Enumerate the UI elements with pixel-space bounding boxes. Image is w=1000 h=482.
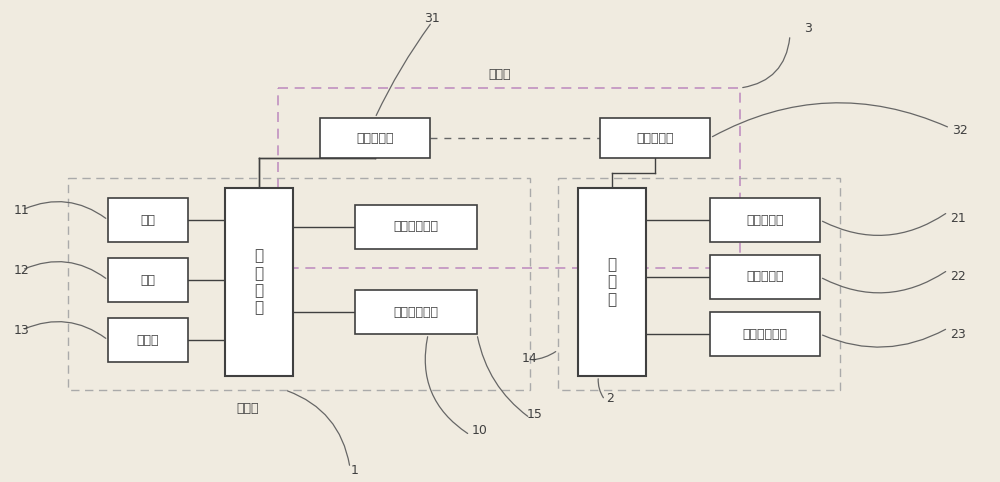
FancyBboxPatch shape: [578, 188, 646, 376]
FancyBboxPatch shape: [710, 255, 820, 299]
FancyBboxPatch shape: [225, 188, 293, 376]
Text: 21: 21: [950, 212, 966, 225]
Text: 雷达: 雷达: [140, 273, 156, 286]
FancyBboxPatch shape: [108, 318, 188, 362]
Bar: [278, 88, 740, 268]
Text: 灯光报警器: 灯光报警器: [746, 270, 784, 283]
Text: 通讯器: 通讯器: [489, 68, 511, 81]
FancyBboxPatch shape: [320, 118, 430, 158]
Text: 控
制
器: 控 制 器: [607, 257, 617, 307]
FancyBboxPatch shape: [600, 118, 710, 158]
Text: 13: 13: [14, 323, 30, 336]
Text: 10: 10: [472, 424, 488, 437]
Text: 微
处
理
器: 微 处 理 器: [254, 248, 264, 316]
Text: 视觉报警模块: 视觉报警模块: [394, 220, 438, 233]
Text: 1: 1: [351, 464, 359, 477]
Text: 12: 12: [14, 264, 30, 277]
Text: 3: 3: [804, 22, 812, 35]
Text: 无线接收器: 无线接收器: [636, 132, 674, 145]
FancyBboxPatch shape: [108, 258, 188, 302]
Text: 32: 32: [952, 123, 968, 136]
Text: 22: 22: [950, 270, 966, 283]
Text: 报警器: 报警器: [237, 402, 259, 415]
Bar: [68, 178, 530, 390]
Text: 31: 31: [424, 12, 440, 25]
Text: 11: 11: [14, 203, 30, 216]
Text: 声音报警器: 声音报警器: [746, 214, 784, 227]
Text: 无线发射器: 无线发射器: [356, 132, 394, 145]
Text: 15: 15: [527, 409, 543, 421]
Text: 电源: 电源: [140, 214, 156, 227]
FancyBboxPatch shape: [108, 198, 188, 242]
Bar: [558, 178, 840, 390]
FancyBboxPatch shape: [710, 198, 820, 242]
Text: 陀螺仪: 陀螺仪: [137, 334, 159, 347]
Text: 23: 23: [950, 327, 966, 340]
FancyBboxPatch shape: [710, 312, 820, 356]
Text: 14: 14: [522, 351, 538, 364]
FancyBboxPatch shape: [355, 205, 477, 249]
FancyBboxPatch shape: [355, 290, 477, 334]
Text: 听觉报警模块: 听觉报警模块: [394, 306, 438, 319]
Text: 2: 2: [606, 391, 614, 404]
Text: 保护控制输出: 保护控制输出: [742, 327, 788, 340]
